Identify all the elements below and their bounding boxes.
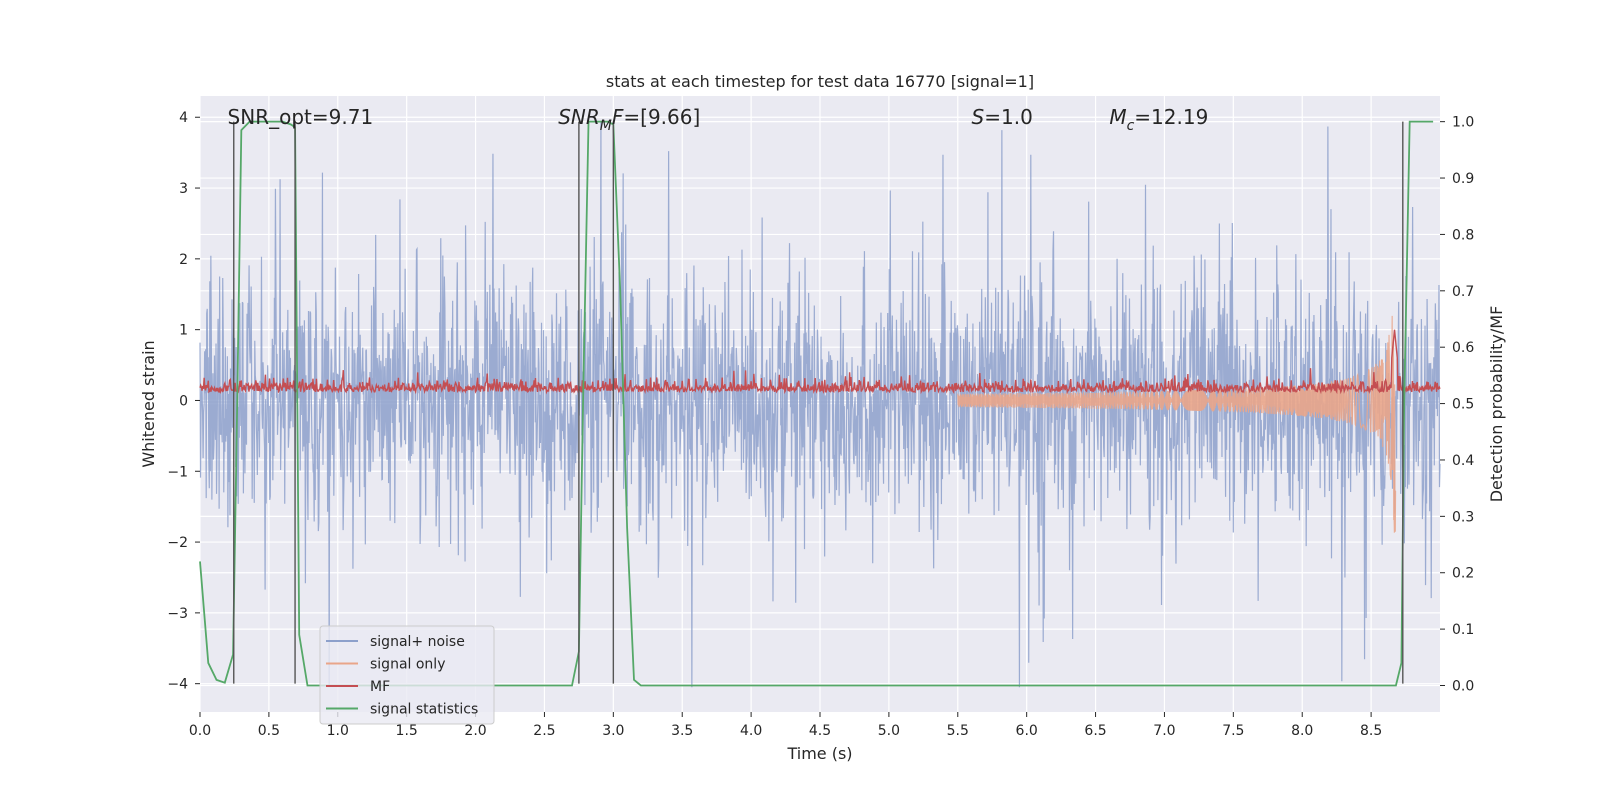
series-mf bbox=[199, 329, 1441, 395]
right-y-tick-label: 0.1 bbox=[1452, 622, 1474, 638]
series-layer bbox=[199, 120, 1441, 688]
right-y-tick-label: 0.2 bbox=[1452, 566, 1474, 582]
x-tick-label: 6.0 bbox=[1016, 723, 1038, 739]
x-tick-label: 8.0 bbox=[1291, 723, 1313, 739]
x-tick-label: 3.5 bbox=[671, 723, 693, 739]
x-tick-label: 3.0 bbox=[602, 723, 624, 739]
y-tick-label: 3 bbox=[179, 181, 188, 197]
right-y-tick-label: 0.5 bbox=[1452, 397, 1474, 413]
y-tick-label: 0 bbox=[179, 393, 188, 409]
x-tick-label: 0.0 bbox=[189, 723, 211, 739]
right-y-tick-labels: 0.0 0.1 0.2 0.3 0.4 0.5 0.6 0.7 0.8 0.9 1.0 bbox=[1440, 115, 1474, 694]
x-tick-label: 2.0 bbox=[464, 723, 486, 739]
annotations: SNR_opt=9.71 SNRMF=[9.66] S=1.0 Mc=12.19 bbox=[228, 105, 1209, 134]
annotation-4: Mc=12.19 bbox=[1109, 105, 1208, 134]
x-tick-label: 8.5 bbox=[1360, 723, 1382, 739]
x-tick-label: 0.5 bbox=[258, 723, 280, 739]
legend: signal+ noise signal only MF signal statist… bbox=[319, 625, 495, 725]
y-tick-label: 4 bbox=[179, 110, 188, 126]
right-y-tick-label: 0.9 bbox=[1452, 171, 1474, 187]
x-tick-label: 7.0 bbox=[1153, 723, 1175, 739]
right-y-tick-label: 1.0 bbox=[1452, 115, 1474, 131]
legend-label: signal only bbox=[370, 657, 445, 673]
x-tick-label: 5.0 bbox=[878, 723, 900, 739]
x-tick-label: 2.5 bbox=[533, 723, 555, 739]
legend-label: signal+ noise bbox=[370, 634, 465, 650]
legend-label: MF bbox=[370, 679, 390, 695]
series-signal-noise bbox=[199, 120, 1441, 688]
y-tick-label: 1 bbox=[179, 323, 188, 339]
annotation-2: SNRMF=[9.66] bbox=[558, 105, 700, 134]
y-tick-label: 2 bbox=[179, 252, 188, 268]
y-tick-label: −2 bbox=[167, 535, 188, 551]
series-signal-only bbox=[957, 315, 1397, 533]
x-tick-label: 1.5 bbox=[396, 723, 418, 739]
x-tick-label: 4.0 bbox=[740, 723, 762, 739]
legend-box bbox=[319, 625, 495, 725]
annotation-1: SNR_opt=9.71 bbox=[228, 105, 374, 129]
left-y-tick-labels: −4 −3 −2 −1 0 1 2 3 4 bbox=[167, 110, 200, 693]
x-tick-label: 5.5 bbox=[947, 723, 969, 739]
x-tick-label: 4.5 bbox=[809, 723, 831, 739]
y-tick-label: −4 bbox=[167, 677, 188, 693]
x-tick-label: 6.5 bbox=[1084, 723, 1106, 739]
vertical-marker-lines bbox=[233, 121, 1404, 684]
x-axis-label: Time (s) bbox=[786, 744, 852, 763]
right-y-tick-label: 0.6 bbox=[1452, 340, 1474, 356]
right-y-axis-label: Detection probability/MF bbox=[1487, 306, 1506, 503]
y-tick-label: −3 bbox=[167, 606, 188, 622]
right-y-tick-label: 0.7 bbox=[1452, 284, 1474, 300]
right-y-tick-label: 0.3 bbox=[1452, 509, 1474, 525]
legend-label: signal statistics bbox=[370, 702, 478, 718]
left-y-axis-label: Whitened strain bbox=[139, 340, 158, 467]
x-tick-labels: 0.0 0.5 1.0 1.5 2.0 2.5 3.0 3.5 4.0 4.5 5.0 5.5 6.0 6… bbox=[189, 712, 1382, 739]
annotation-3: S=1.0 bbox=[972, 105, 1033, 129]
x-tick-label: 1.0 bbox=[327, 723, 349, 739]
chart-title: stats at each timestep for test data 167… bbox=[606, 72, 1034, 91]
y-tick-label: −1 bbox=[167, 464, 188, 480]
right-y-tick-label: 0.4 bbox=[1452, 453, 1474, 469]
right-y-tick-label: 0.0 bbox=[1452, 678, 1474, 694]
x-tick-label: 7.5 bbox=[1222, 723, 1244, 739]
y-gridlines bbox=[200, 116, 1440, 685]
series-signal-statistics bbox=[199, 120, 1434, 687]
right-y-tick-label: 0.8 bbox=[1452, 227, 1474, 243]
